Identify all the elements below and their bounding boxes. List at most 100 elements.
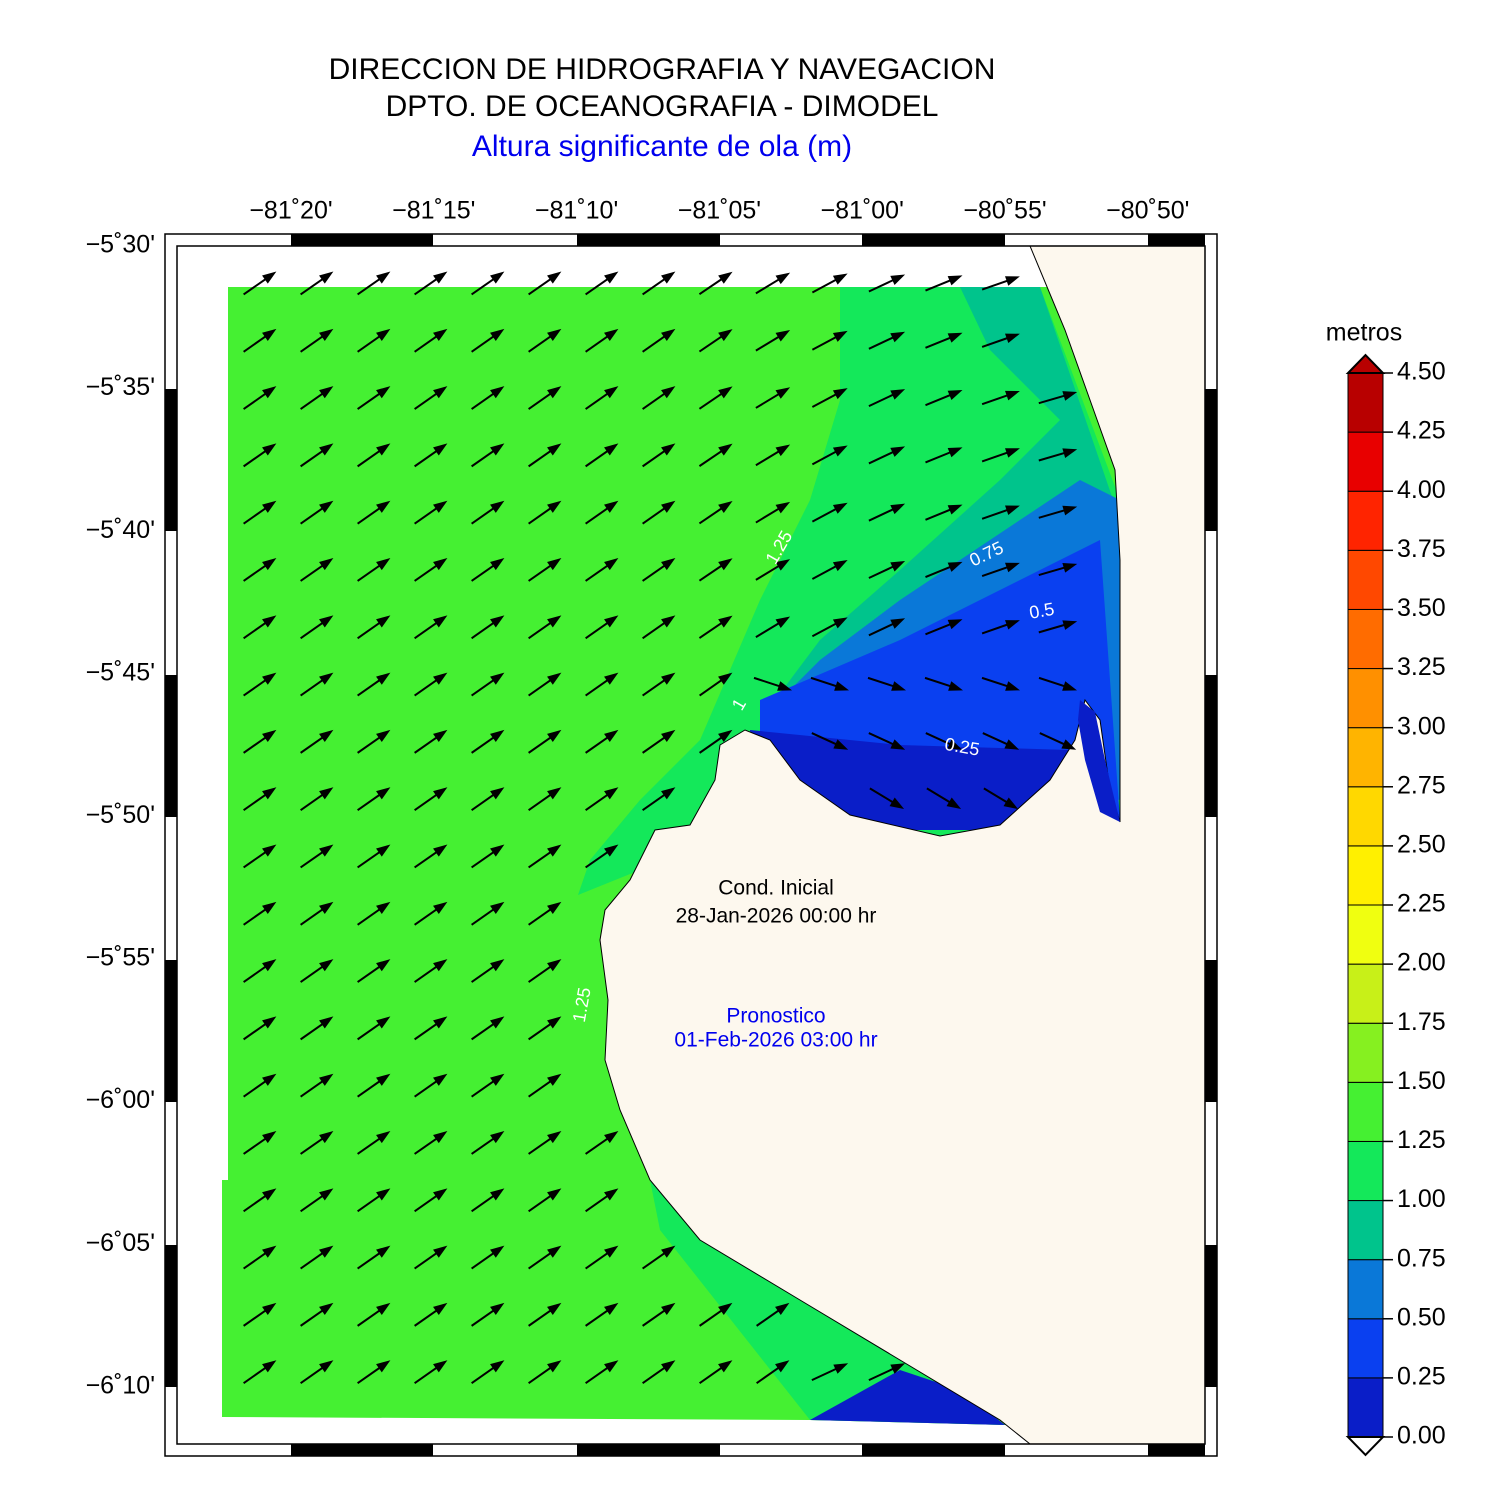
arrow-head xyxy=(433,959,448,972)
wave-arrow xyxy=(471,1245,505,1270)
arrow-shaft xyxy=(981,450,1011,463)
wave-arrow xyxy=(528,787,562,811)
forecast-label: Pronostico xyxy=(726,1005,825,1028)
wave-arrow xyxy=(528,729,562,754)
arrow-shaft xyxy=(300,964,326,983)
arrow-head xyxy=(604,1131,619,1144)
wave-arrow xyxy=(926,787,962,810)
wave-arrow xyxy=(357,844,391,869)
colorbar-label: 1.50 xyxy=(1397,1067,1446,1095)
arrow-shaft xyxy=(357,1193,383,1213)
arrow-head xyxy=(547,672,562,685)
arrow-shaft xyxy=(357,620,383,640)
map-frame: −81˚20' −81˚15' −81˚10' −81˚05' −81˚00' −80˚5… xyxy=(86,197,1218,1457)
lon-label: −81˚10' xyxy=(535,197,618,225)
wave-arrow xyxy=(357,787,391,811)
arrow-head xyxy=(262,844,277,857)
arrow-head xyxy=(433,1302,448,1316)
arrow-head xyxy=(376,844,391,857)
wave-arrow xyxy=(243,443,277,468)
arrow-shaft xyxy=(471,792,497,811)
colorbar-title: metros xyxy=(1326,319,1402,347)
arrow-shaft xyxy=(642,1307,668,1327)
arrow-head xyxy=(262,1073,277,1086)
wave-arrow xyxy=(357,1360,391,1384)
arrow-head xyxy=(947,390,963,400)
wave-arrow xyxy=(471,271,505,296)
colorbar: 0.00 0.25 0.50 0.75 1.00 1.25 1.50 1.75 2.00 2.25… xyxy=(1345,353,1446,1457)
wave-arrow xyxy=(414,844,448,869)
arrow-head xyxy=(319,500,334,513)
wave-arrow xyxy=(981,676,1021,691)
arrow-shaft xyxy=(924,676,954,689)
wave-arrow xyxy=(414,1131,448,1155)
wave-arrow xyxy=(471,729,505,754)
arrow-head xyxy=(490,1360,505,1373)
wave-arrow xyxy=(811,502,848,523)
arrow-shaft xyxy=(925,278,954,292)
arrow-shaft xyxy=(414,1135,440,1155)
frame-band xyxy=(577,234,720,246)
frame-band xyxy=(1205,389,1217,531)
arrow-shaft xyxy=(300,734,326,754)
frame-band xyxy=(165,389,177,531)
arrow-head xyxy=(376,615,391,628)
arrow-shaft xyxy=(585,333,611,353)
arrow-shaft xyxy=(243,906,269,926)
arrow-head xyxy=(547,615,562,628)
wave-arrow xyxy=(414,672,448,697)
arrow-head xyxy=(433,386,448,399)
arrow-shaft xyxy=(756,1365,782,1384)
arrow-head xyxy=(890,389,906,400)
arrow-shaft xyxy=(756,1307,782,1327)
wave-arrow xyxy=(585,615,619,640)
wave-arrow xyxy=(642,500,676,525)
arrow-head xyxy=(661,1360,676,1373)
wave-arrow xyxy=(868,331,906,350)
arrow-head xyxy=(547,729,562,743)
arrow-head xyxy=(262,901,277,914)
arrow-head xyxy=(1003,797,1019,810)
arrow-head xyxy=(490,558,505,571)
arrow-head xyxy=(319,328,334,341)
arrow-head xyxy=(661,729,676,743)
wave-arrow xyxy=(755,616,791,639)
arrow-shaft xyxy=(357,1307,383,1327)
arrow-shaft xyxy=(414,1365,440,1384)
lon-label: −80˚55' xyxy=(963,197,1046,225)
arrow-shaft xyxy=(642,505,668,525)
arrow-head xyxy=(604,271,619,284)
arrow-shaft xyxy=(471,906,497,926)
wave-arrow xyxy=(471,672,505,697)
arrow-shaft xyxy=(243,677,269,697)
arrow-head xyxy=(718,672,733,685)
arrow-head xyxy=(319,844,334,857)
arrow-head xyxy=(319,959,334,972)
wave-arrow xyxy=(528,615,562,640)
arrow-head xyxy=(661,443,676,456)
arrow-head xyxy=(832,502,848,514)
variable: Altura significante de ola (m) xyxy=(472,130,852,163)
wave-arrow xyxy=(528,500,562,525)
arrow-shaft xyxy=(585,620,611,640)
arrow-head xyxy=(1004,739,1020,750)
colorbar-label: 3.75 xyxy=(1397,535,1446,563)
arrow-shaft xyxy=(243,1250,269,1270)
arrow-shaft xyxy=(243,1078,269,1098)
wave-arrow xyxy=(357,328,391,353)
arrow-head xyxy=(661,787,676,800)
arrow-shaft xyxy=(528,734,554,754)
wave-arrow xyxy=(698,329,733,353)
arrow-head xyxy=(1062,448,1078,459)
frame-band xyxy=(577,1444,720,1456)
wave-arrow xyxy=(698,386,733,410)
arrow-shaft xyxy=(414,1078,440,1098)
wave-arrow xyxy=(699,729,733,754)
arrow-shaft xyxy=(471,677,497,697)
wave-arrow xyxy=(642,672,676,697)
arrow-shaft xyxy=(471,1078,497,1098)
colorbar-label: 3.50 xyxy=(1397,594,1446,622)
wave-arrow xyxy=(642,729,676,754)
arrow-shaft xyxy=(414,906,440,926)
wave-arrow xyxy=(471,1188,505,1213)
